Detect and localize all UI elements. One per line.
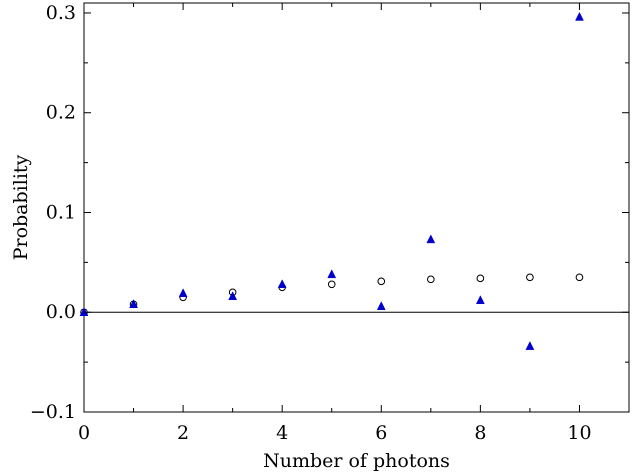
data-point bbox=[228, 291, 238, 301]
y-tick-label: 0.0 bbox=[46, 301, 76, 323]
x-tick-label: 4 bbox=[276, 422, 288, 444]
data-point bbox=[178, 288, 188, 298]
y-tick-label: 0.3 bbox=[46, 2, 76, 24]
data-point bbox=[426, 234, 436, 244]
data-point bbox=[427, 275, 435, 284]
x-tick-label: 10 bbox=[567, 422, 591, 444]
y-tick-label: 0.1 bbox=[46, 201, 76, 223]
data-point bbox=[277, 279, 287, 289]
x-tick-label: 0 bbox=[78, 422, 90, 444]
data-point bbox=[129, 299, 138, 309]
y-tick-label: −0.1 bbox=[30, 401, 76, 423]
data-point bbox=[575, 11, 584, 21]
data-point bbox=[525, 341, 535, 350]
data-point bbox=[476, 274, 485, 283]
data-point bbox=[327, 269, 337, 279]
x-tick-label: 8 bbox=[474, 422, 486, 444]
x-axis-label: Number of photons bbox=[263, 450, 450, 472]
data-point bbox=[526, 273, 534, 282]
y-tick-label: 0.2 bbox=[46, 102, 76, 124]
data-point bbox=[376, 301, 386, 311]
data-point bbox=[475, 295, 485, 305]
data-point bbox=[575, 273, 584, 282]
data-point bbox=[327, 280, 336, 289]
x-axis: 0 2 4 6 8 10 bbox=[78, 3, 630, 444]
series-2 bbox=[79, 11, 584, 350]
series-1 bbox=[80, 273, 584, 317]
y-axis: −0.1 0.0 0.1 0.2 0.3 bbox=[30, 2, 629, 423]
y-axis-label: Probability bbox=[10, 154, 32, 260]
plot-area bbox=[79, 2, 630, 413]
x-tick-label: 6 bbox=[375, 422, 387, 444]
data-point bbox=[377, 277, 386, 286]
plot-frame bbox=[83, 2, 630, 413]
x-tick-label: 2 bbox=[177, 422, 189, 444]
